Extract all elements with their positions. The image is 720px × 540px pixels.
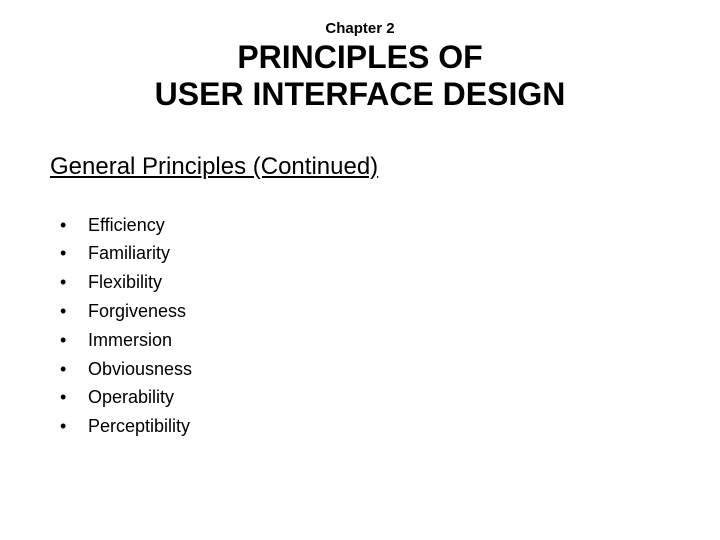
bullet-text: Operability [88,383,670,412]
list-item: • Obviousness [60,355,670,384]
chapter-label: Chapter 2 [50,20,670,37]
list-item: • Forgiveness [60,297,670,326]
list-item: • Perceptibility [60,412,670,441]
bullet-list: • Efficiency • Familiarity • Flexibility… [50,211,670,441]
bullet-text: Immersion [88,326,670,355]
bullet-icon: • [60,326,88,355]
list-item: • Operability [60,383,670,412]
bullet-icon: • [60,412,88,441]
list-item: • Flexibility [60,268,670,297]
main-title: PRINCIPLES OF USER INTERFACE DESIGN [50,39,670,113]
bullet-text: Familiarity [88,239,670,268]
bullet-text: Obviousness [88,355,670,384]
bullet-icon: • [60,383,88,412]
bullet-icon: • [60,211,88,240]
bullet-icon: • [60,297,88,326]
title-line-2: USER INTERFACE DESIGN [155,76,566,112]
bullet-text: Flexibility [88,268,670,297]
list-item: • Efficiency [60,211,670,240]
bullet-icon: • [60,268,88,297]
bullet-icon: • [60,239,88,268]
bullet-text: Efficiency [88,211,670,240]
title-line-1: PRINCIPLES OF [237,39,482,75]
bullet-text: Forgiveness [88,297,670,326]
list-item: • Immersion [60,326,670,355]
section-heading: General Principles (Continued) [50,153,670,181]
bullet-text: Perceptibility [88,412,670,441]
list-item: • Familiarity [60,239,670,268]
bullet-icon: • [60,355,88,384]
